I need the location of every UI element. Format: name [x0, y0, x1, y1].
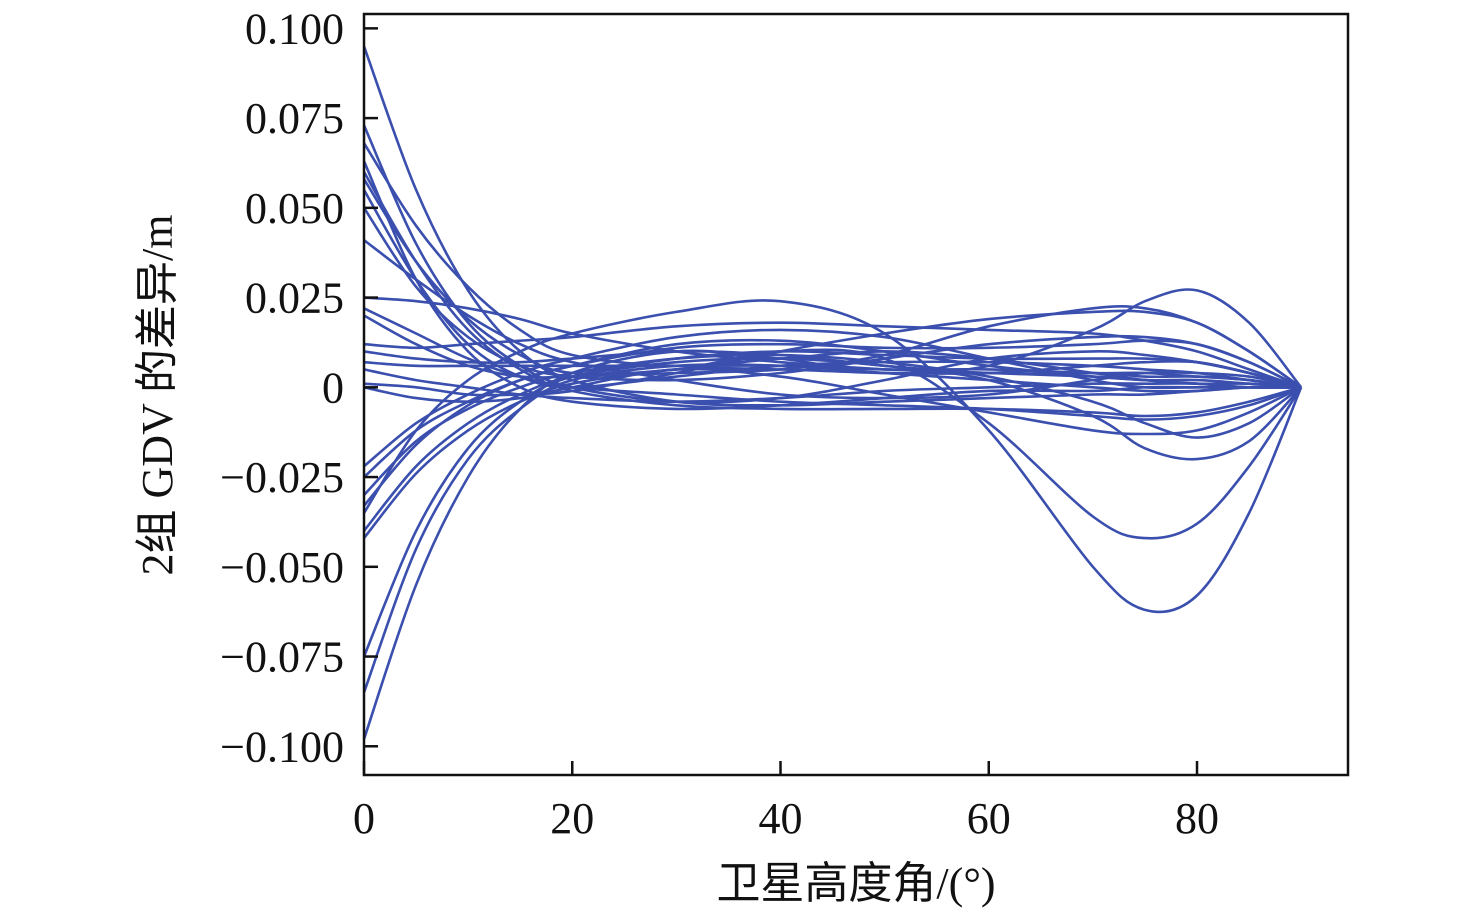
series-line-s23 [362, 350, 1302, 657]
series-layer [362, 45, 1303, 740]
x-axis-title: 卫星高度角/(°) [716, 859, 995, 908]
series-line-s25 [363, 305, 1302, 389]
x-tick-label: 20 [550, 794, 594, 843]
series-line-s27 [363, 321, 1302, 389]
y-tick-label: −0.100 [220, 722, 344, 771]
y-tick-label: −0.075 [220, 633, 344, 682]
plot-frame [362, 12, 1350, 777]
y-tick-label: 0.025 [245, 274, 344, 323]
y-tick-label: −0.050 [220, 543, 344, 592]
y-tick-label: 0.050 [245, 184, 344, 233]
x-tick-label: 40 [759, 794, 803, 843]
ticks-layer: 0 20 40 60 80 0.100 0.075 0.050 0.025 0 −0.025 −0.0… [220, 4, 1219, 843]
x-tick-label: 60 [967, 794, 1011, 843]
series-line-s17 [363, 328, 1302, 468]
series-line-s22 [362, 359, 1302, 539]
series-line-s5 [362, 178, 1303, 540]
x-tick-label: 0 [353, 794, 375, 843]
x-tick-label: 80 [1175, 794, 1219, 843]
series-line-s24 [362, 363, 1302, 693]
y-tick-label: 0.075 [245, 94, 344, 143]
series-line-s19 [363, 353, 1302, 496]
y-tick-label: 0 [322, 363, 344, 412]
y-axis-title: 2组 GDV 的差异/m [133, 215, 182, 576]
y-tick-label: −0.025 [220, 453, 344, 502]
series-line-s26 [363, 368, 1302, 404]
series-line-s21 [362, 357, 1303, 532]
series-line-s28 [362, 171, 1302, 418]
series-line-s20 [363, 339, 1302, 507]
y-tick-label: 0.100 [245, 4, 344, 53]
series-line-s8 [363, 239, 1302, 400]
